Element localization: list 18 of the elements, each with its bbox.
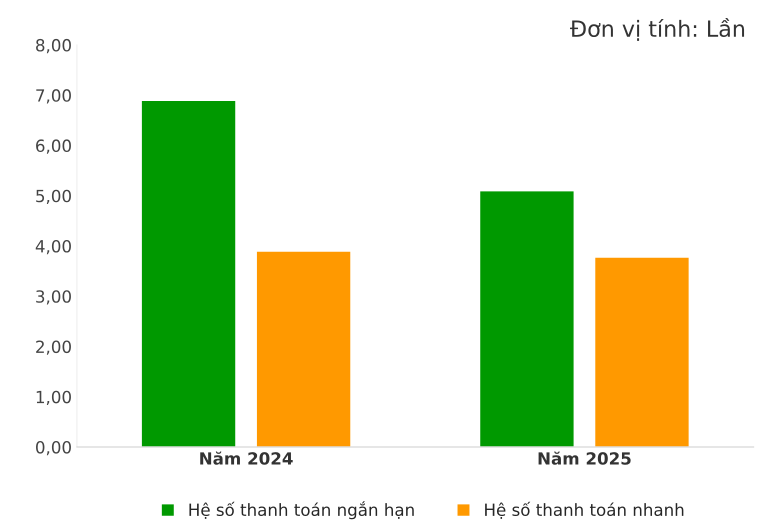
y-tick-label: 0,00 [36, 440, 71, 456]
x-tick-label: Năm 2024 [200, 451, 293, 465]
y-tick-label: 6,00 [36, 139, 71, 154]
legend-label: Hệ số thanh toán ngắn hạn [189, 501, 414, 520]
bar [478, 190, 575, 448]
y-tick-label: 8,00 [36, 38, 71, 54]
y-tick-label: 4,00 [36, 240, 71, 254]
bar [594, 256, 690, 448]
bar [256, 250, 352, 448]
y-tick-label: 3,00 [36, 290, 71, 305]
x-tick-label: Năm 2025 [538, 451, 631, 465]
y-tick-label: 2,00 [36, 340, 71, 355]
y-tick-label: 5,00 [36, 190, 71, 204]
y-tick-label: 7,00 [36, 89, 71, 104]
bar [140, 100, 237, 448]
text: Đơn vị tính: Lần [570, 18, 744, 41]
y-tick-label: 1,00 [36, 390, 71, 406]
legend-label: Hệ số thanh toán nhanh [485, 502, 684, 519]
